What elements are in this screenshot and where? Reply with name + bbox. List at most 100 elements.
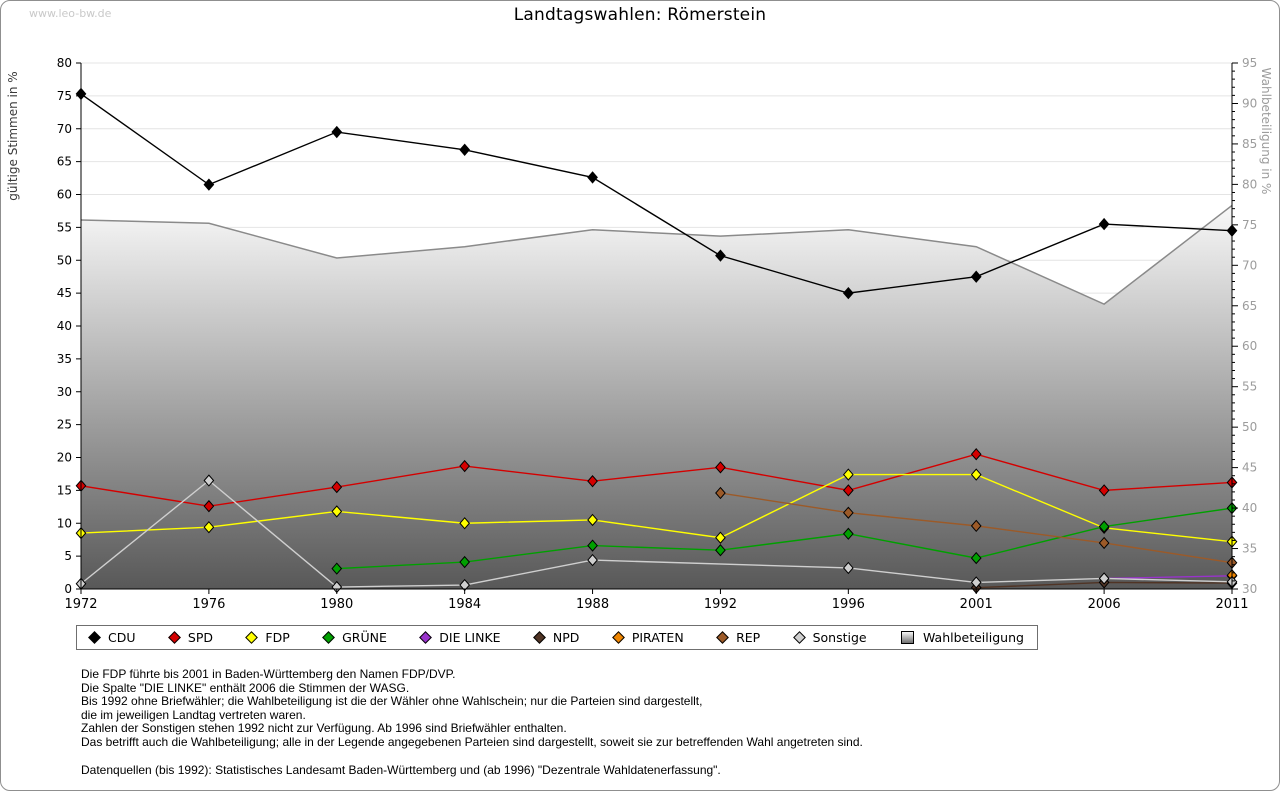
x-tick-label: 1984	[448, 597, 481, 612]
legend-label: SPD	[187, 630, 213, 645]
legend-item-npd: NPD	[533, 630, 580, 645]
legend-item-wahlbeteiligung: Wahlbeteiligung	[900, 630, 1024, 645]
page-title: Landtagswahlen: Römerstein	[513, 5, 767, 25]
x-tick-label: 2011	[1215, 597, 1248, 612]
right-tick-label: 35	[1242, 542, 1257, 556]
diamond-marker-icon	[792, 631, 806, 644]
left-tick-label: 10	[57, 516, 72, 530]
footnote-line: Bis 1992 ohne Briefwähler; die Wahlbetei…	[81, 694, 703, 709]
series-marker-CDU	[459, 143, 471, 156]
right-tick-label: 30	[1242, 582, 1257, 596]
left-tick-label: 20	[57, 451, 72, 465]
turnout-line	[80, 204, 1233, 306]
left-tick-label: 75	[57, 89, 72, 103]
diamond-marker-icon	[88, 631, 101, 644]
x-tick-label: 1992	[704, 597, 737, 612]
left-tick-label: 0	[64, 582, 72, 596]
left-tick-label: 80	[57, 56, 72, 70]
series-line-SPD	[80, 453, 1233, 507]
series-marker-FDP	[459, 517, 471, 530]
left-tick-label: 40	[57, 319, 72, 333]
diamond-marker-icon	[716, 631, 729, 644]
legend-label: CDU	[108, 630, 136, 645]
diamond-marker-icon	[611, 631, 625, 644]
right-tick-label: 45	[1242, 461, 1257, 475]
x-tick-label: 1988	[576, 597, 609, 612]
series-marker-FDP	[331, 505, 343, 518]
legend-item-sonstige: Sonstige	[792, 630, 867, 645]
series-marker-CDU	[203, 178, 215, 191]
right-tick-label: 55	[1242, 380, 1257, 394]
series-marker-CDU	[1098, 217, 1110, 231]
diamond-marker-icon	[168, 631, 181, 644]
legend-item-die-linke: DIE LINKE	[419, 630, 501, 645]
series-marker-GRÜNE	[459, 555, 471, 569]
series-line-DIE LINKE	[1104, 575, 1233, 580]
x-tick-label: 2001	[960, 597, 993, 612]
series-marker-SPD	[1098, 484, 1110, 497]
series-marker-GRÜNE	[1098, 520, 1110, 533]
legend-item-rep: REP	[716, 630, 760, 645]
series-marker-SPD	[459, 459, 471, 473]
series-marker-SPD	[331, 480, 343, 494]
series-line-CDU	[80, 93, 1233, 294]
footnote-line: die im jeweiligen Landtag vertreten ware…	[81, 707, 306, 722]
series-marker-CDU	[331, 125, 343, 139]
x-tick-label: 1976	[192, 597, 225, 612]
right-tick-label: 85	[1242, 137, 1257, 151]
x-tick-label: 1980	[320, 597, 353, 612]
right-tick-label: 90	[1242, 96, 1257, 110]
right-axis-label: Wahlbeteiligung in %	[1259, 68, 1273, 195]
series-marker-SPD	[587, 475, 598, 488]
series-marker-SPD	[715, 461, 726, 474]
series-marker-GRÜNE	[331, 562, 343, 575]
series-marker-REP	[715, 486, 726, 500]
left-tick-label: 45	[57, 286, 72, 300]
footnote-line: Die Spalte "DIE LINKE" enthält 2006 die …	[81, 680, 410, 695]
legend-item-cdu: CDU	[88, 630, 136, 645]
series-marker-CDU	[970, 270, 982, 283]
diamond-marker-icon	[245, 631, 259, 644]
right-tick-label: 40	[1242, 501, 1257, 515]
series-marker-Sonstige	[203, 474, 215, 487]
footnote-line: Das betrifft auch die Wahlbeteiligung; a…	[81, 734, 863, 749]
series-marker-FDP	[970, 468, 982, 481]
legend-label: NPD	[552, 630, 580, 645]
left-tick-label: 35	[57, 352, 72, 366]
series-marker-FDP	[842, 468, 854, 481]
right-tick-label: 60	[1242, 339, 1257, 353]
left-tick-label: 55	[57, 220, 72, 234]
footnotes: Die FDP führte bis 2001 in Baden-Württem…	[81, 667, 863, 777]
right-tick-label: 95	[1242, 56, 1257, 70]
left-tick-label: 50	[57, 253, 72, 267]
series-marker-Sonstige	[842, 561, 854, 575]
diamond-marker-icon	[419, 631, 433, 644]
left-axis-label: gültige Stimmen in %	[6, 71, 20, 200]
series-marker-REP	[970, 519, 982, 533]
legend-item-fdp: FDP	[245, 630, 290, 645]
data-source-line: Datenquellen (bis 1992): Statistisches L…	[81, 762, 721, 777]
series-marker-SPD	[970, 448, 982, 461]
series-marker-CDU	[587, 171, 598, 184]
legend-label: PIRATEN	[631, 630, 684, 645]
series-marker-SPD	[203, 499, 215, 513]
series-marker-GRÜNE	[715, 544, 726, 557]
series-marker-CDU	[715, 249, 726, 262]
right-tick-label: 70	[1242, 258, 1257, 272]
series-marker-REP	[1098, 536, 1110, 550]
x-tick-label: 1996	[832, 597, 865, 612]
series-line-FDP	[80, 473, 1233, 543]
x-tick-label: 1972	[64, 597, 97, 612]
legend-item-spd: SPD	[168, 630, 213, 645]
left-tick-label: 15	[57, 483, 72, 497]
series-marker-REP	[842, 506, 854, 519]
left-tick-label: 70	[57, 122, 72, 136]
series-marker-FDP	[203, 521, 215, 534]
left-tick-label: 5	[64, 549, 72, 563]
footnote-line: Zahlen der Sonstigen stehen 1992 nicht z…	[81, 721, 567, 736]
diamond-marker-icon	[322, 631, 335, 644]
legend: CDU SPD FDP GRÜNE DIE LINKE NPD PIRATEN REP Sons…	[76, 625, 1038, 650]
series-marker-CDU	[842, 286, 854, 300]
watermark: www.leo-bw.de	[29, 7, 112, 20]
footnote-line: Die FDP führte bis 2001 in Baden-Württem…	[81, 667, 456, 681]
